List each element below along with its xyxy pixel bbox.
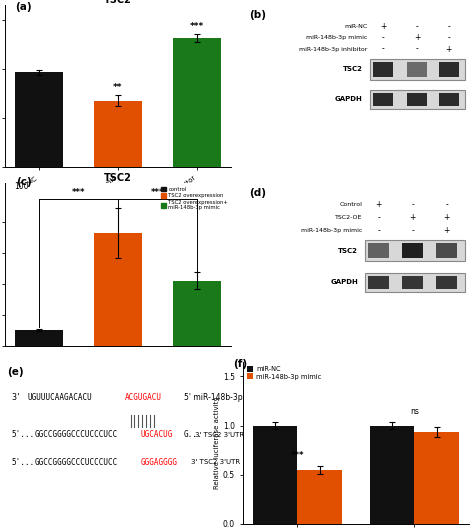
Bar — [298, 470, 342, 524]
FancyBboxPatch shape — [373, 62, 393, 77]
Bar — [173, 281, 221, 345]
Text: (a): (a) — [15, 2, 32, 12]
Bar — [414, 432, 459, 524]
Title: TSC2: TSC2 — [104, 0, 132, 5]
Text: miR-148b-3p mimic: miR-148b-3p mimic — [306, 35, 367, 40]
Text: **: ** — [113, 83, 123, 92]
Title: TSC2: TSC2 — [104, 174, 132, 184]
Text: 5'...: 5'... — [11, 458, 35, 467]
FancyBboxPatch shape — [402, 243, 423, 258]
Text: -: - — [447, 33, 450, 42]
Text: 3': 3' — [11, 393, 21, 402]
Text: UGCACUG: UGCACUG — [141, 430, 173, 439]
Text: miR-NC: miR-NC — [344, 24, 367, 29]
Bar — [94, 233, 142, 345]
Text: ***: *** — [291, 451, 304, 460]
FancyBboxPatch shape — [370, 59, 465, 80]
Bar — [253, 425, 298, 524]
Text: -: - — [382, 33, 384, 42]
Text: miR-148b-3p inhibitor: miR-148b-3p inhibitor — [299, 47, 367, 51]
FancyBboxPatch shape — [370, 89, 465, 109]
FancyBboxPatch shape — [407, 62, 428, 77]
Text: 3' TSC2 3'UTR WT: 3' TSC2 3'UTR WT — [195, 432, 257, 437]
Text: -: - — [411, 200, 414, 209]
FancyBboxPatch shape — [402, 276, 423, 289]
Text: +: + — [446, 44, 452, 53]
Text: 5' miR-148b-3p: 5' miR-148b-3p — [184, 393, 242, 402]
Text: ***: *** — [151, 188, 164, 197]
Text: ***: *** — [72, 188, 85, 197]
Text: GAPDH: GAPDH — [330, 279, 358, 285]
Text: TSC2: TSC2 — [343, 66, 363, 72]
Text: Control: Control — [340, 202, 363, 207]
Text: -: - — [447, 22, 450, 31]
Legend: control, TSC2 overexpression, TSC2 overexpression+
miR-148b-3p mimic: control, TSC2 overexpression, TSC2 overe… — [160, 186, 228, 211]
Text: 100: 100 — [14, 182, 28, 191]
FancyBboxPatch shape — [365, 240, 465, 261]
Text: -: - — [416, 44, 419, 53]
Text: -: - — [416, 22, 419, 31]
Text: +: + — [375, 200, 382, 209]
Text: GAPDH: GAPDH — [335, 96, 363, 102]
Text: UGUUUCAAGACACU: UGUUUCAAGACACU — [27, 393, 92, 402]
Text: -: - — [377, 226, 380, 235]
Text: 3' TSC2 3'UTR MUT: 3' TSC2 3'UTR MUT — [191, 459, 257, 465]
Text: (f): (f) — [233, 359, 247, 369]
Text: GGCCGGGGCCCUCCCUCC: GGCCGGGGCCCUCCCUCC — [34, 458, 118, 467]
Text: +: + — [414, 33, 420, 42]
Text: TSC2: TSC2 — [338, 248, 358, 254]
FancyBboxPatch shape — [437, 243, 457, 258]
FancyBboxPatch shape — [373, 93, 393, 106]
Text: -: - — [382, 44, 384, 53]
FancyBboxPatch shape — [407, 93, 428, 106]
Text: +: + — [410, 213, 416, 222]
Text: (e): (e) — [7, 367, 24, 377]
Text: +: + — [380, 22, 386, 31]
Text: -: - — [411, 226, 414, 235]
Text: 5'...: 5'... — [11, 430, 35, 439]
FancyBboxPatch shape — [368, 276, 389, 289]
Bar — [15, 72, 63, 167]
Bar — [173, 38, 221, 167]
Text: ACGUGACU: ACGUGACU — [125, 393, 162, 402]
Text: (d): (d) — [249, 188, 266, 198]
Y-axis label: Relative luciferase activity: Relative luciferase activity — [214, 396, 220, 489]
Bar — [15, 330, 63, 345]
Text: miR-148b-3p mimic: miR-148b-3p mimic — [301, 228, 363, 233]
Text: ns: ns — [410, 407, 419, 416]
Text: -: - — [377, 213, 380, 222]
Legend: miR-NC, miR-148b-3p mimic: miR-NC, miR-148b-3p mimic — [246, 365, 322, 380]
Text: (c): (c) — [17, 177, 32, 187]
Text: ***: *** — [190, 22, 204, 31]
Text: -: - — [445, 200, 448, 209]
Text: +: + — [443, 213, 450, 222]
Text: GGCCGGGGCCCUCCCUCC: GGCCGGGGCCCUCCCUCC — [34, 430, 118, 439]
FancyBboxPatch shape — [437, 276, 457, 289]
Text: +: + — [443, 226, 450, 235]
FancyBboxPatch shape — [368, 243, 389, 258]
Text: G...: G... — [184, 430, 202, 439]
Text: GGGAGGGG: GGGAGGGG — [141, 458, 178, 467]
Bar — [94, 101, 142, 167]
Text: (b): (b) — [249, 10, 266, 20]
FancyBboxPatch shape — [438, 62, 459, 77]
FancyBboxPatch shape — [438, 93, 459, 106]
FancyBboxPatch shape — [365, 272, 465, 292]
Bar — [370, 425, 414, 524]
Text: TSC2-OE: TSC2-OE — [336, 215, 363, 220]
